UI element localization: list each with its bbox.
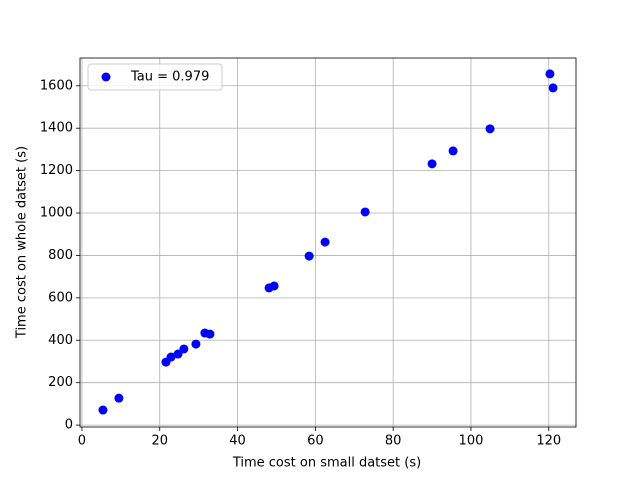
point: [360, 207, 370, 217]
point: [205, 329, 215, 339]
point: [448, 146, 458, 156]
legend-label: Tau = 0.979: [130, 70, 209, 85]
y-tick-label: 400: [48, 333, 73, 348]
y-tick-label: 1200: [40, 163, 73, 178]
point: [320, 237, 330, 247]
point: [173, 349, 183, 359]
y-tick-label: 1600: [40, 78, 73, 93]
point: [269, 281, 279, 291]
x-axis-label: Time cost on small datset (s): [232, 456, 421, 471]
x-tick-label: 0: [78, 434, 86, 449]
x-tick-label: 60: [307, 434, 324, 449]
y-tick-label: 1400: [40, 121, 73, 136]
y-tick-label: 800: [48, 248, 73, 263]
point: [304, 251, 314, 261]
x-tick-label: 100: [459, 434, 484, 449]
plot-frame: [79, 57, 577, 428]
x-tick-label: 120: [536, 434, 561, 449]
y-tick-label: 1000: [40, 206, 73, 221]
point: [114, 393, 124, 403]
legend-marker: [101, 72, 111, 82]
point: [166, 352, 176, 362]
point: [191, 339, 201, 349]
y-tick-label: 200: [48, 375, 73, 390]
y-tick-label: 0: [65, 418, 73, 433]
legend-box: [87, 63, 223, 91]
x-tick-label: 80: [385, 434, 402, 449]
point: [548, 83, 558, 93]
point: [179, 344, 189, 354]
y-axis-label: Time cost on whole datset (s): [15, 146, 30, 339]
point: [485, 124, 495, 134]
point: [427, 159, 437, 169]
point: [98, 405, 108, 415]
x-tick-label: 40: [229, 434, 246, 449]
x-tick-label: 20: [151, 434, 168, 449]
point: [545, 69, 555, 79]
y-tick-label: 600: [48, 290, 73, 305]
